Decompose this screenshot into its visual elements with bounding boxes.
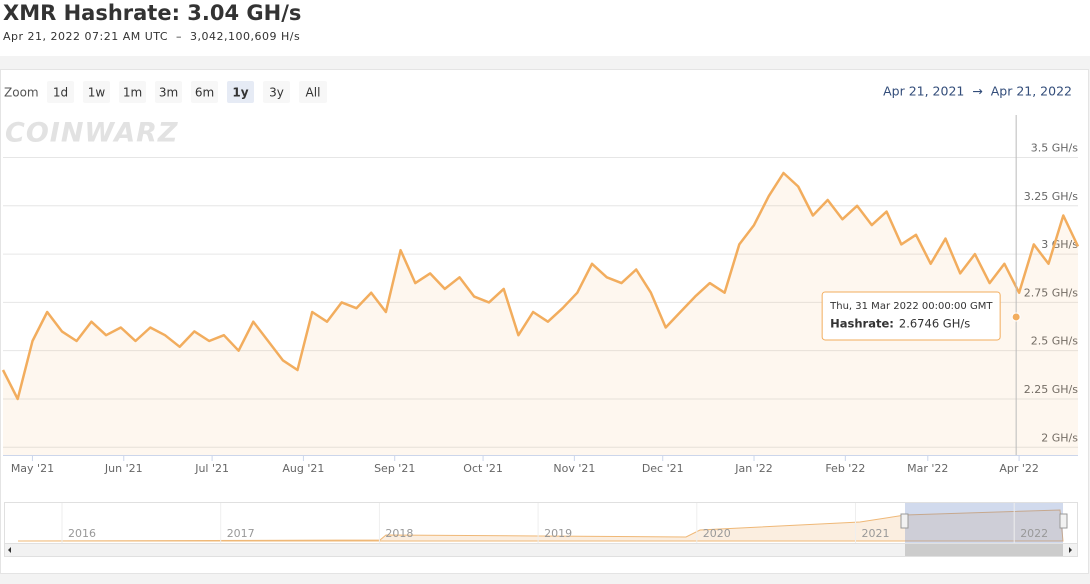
navigator-handle[interactable] — [1059, 513, 1068, 529]
zoom-button-label[interactable]: 1d — [53, 86, 68, 100]
header-bg — [0, 0, 1090, 56]
x-tick-label: Jan '22 — [734, 462, 772, 475]
area — [3, 173, 1078, 455]
zoom-button[interactable] — [263, 81, 290, 103]
zoom-button-label[interactable]: 6m — [195, 86, 214, 100]
line — [1, 171, 1080, 401]
scrollbar-thumb[interactable] — [905, 544, 1063, 556]
zoom-button[interactable] — [119, 81, 146, 103]
zoom-button[interactable] — [47, 81, 74, 103]
plot: 2 GH/s 2.25 GH/s 2.5 GH/s 2.75 GH/s 3 GH/s 3.… — [1, 142, 1080, 475]
x-tick-label: Aug '21 — [282, 462, 324, 475]
navigator-label: 2020 — [703, 527, 731, 540]
y-tick-label: 3.25 GH/s — [1024, 190, 1078, 203]
zoom-button-label[interactable]: 3y — [269, 86, 284, 100]
navigator-handle[interactable] — [900, 513, 909, 529]
navigator-label: 2019 — [544, 527, 572, 540]
zoom-label: Zoom — [4, 86, 39, 100]
navigator-selection[interactable] — [905, 503, 1063, 543]
x-tick-label: Dec '21 — [642, 462, 684, 475]
y-tick-label: 2.5 GH/s — [1031, 335, 1078, 348]
tooltip-date: Thu, 31 Mar 2022 00:00:00 GMT — [829, 301, 993, 312]
navigator-label: 2022 — [1020, 527, 1048, 540]
zoom-button-label[interactable]: 1w — [88, 86, 106, 100]
zoom-button-label[interactable]: 1m — [123, 86, 142, 100]
x-tick-label: Apr '22 — [999, 462, 1039, 475]
zoom-button-label[interactable]: All — [306, 86, 321, 100]
zoom-button[interactable] — [299, 81, 327, 103]
x-tick-label: Oct '21 — [463, 462, 503, 475]
y-tick-label: 2.25 GH/s — [1024, 383, 1078, 396]
x-tick-label: Feb '22 — [825, 462, 865, 475]
hover-marker — [1011, 312, 1021, 322]
scroll-left[interactable] — [8, 547, 11, 553]
zoom-button[interactable] — [155, 81, 182, 103]
tooltip-box — [821, 291, 1001, 341]
page-title: XMR Hashrate: 3.04 GH/s — [3, 1, 301, 25]
y-tick-label: 3.5 GH/s — [1031, 142, 1078, 155]
scroll-right[interactable] — [1069, 547, 1072, 553]
y-tick-label: 2.75 GH/s — [1024, 286, 1078, 299]
x-tick-label: Sep '21 — [374, 462, 415, 475]
x-tick-label: Jun '21 — [104, 462, 143, 475]
navigator-label: 2017 — [227, 527, 255, 540]
tooltip-layer: Thu, 31 Mar 2022 00:00:00 GMT Hashrate: 2.… — [821, 115, 1021, 455]
zoom-button[interactable] — [191, 81, 218, 103]
scrollbar[interactable] — [4, 543, 1078, 557]
zoom-buttons: 1d 1w 1m 3m 6m 1y 3y All — [47, 81, 327, 103]
x-tick-label: Jul '21 — [194, 462, 229, 475]
tooltip-value: 2.6746 GH/s — [899, 316, 970, 330]
tooltip-name: Hashrate: — [830, 316, 894, 330]
page-subtitle: Apr 21, 2022 07:21 AM UTC – 3,042,100,60… — [3, 30, 300, 43]
zoom-button[interactable] — [227, 81, 254, 103]
date-range: Apr 21, 2021 → Apr 21, 2022 — [883, 84, 1072, 99]
zoom-button-label[interactable]: 3m — [159, 86, 178, 100]
navigator-label: 2021 — [862, 527, 890, 540]
x-tick-label: Mar '22 — [907, 462, 948, 475]
zoom-button[interactable] — [83, 81, 110, 103]
zoom-button-label[interactable]: 1y — [232, 86, 248, 100]
y-tick-label: 2 GH/s — [1041, 431, 1078, 444]
x-tick-label: Nov '21 — [553, 462, 595, 475]
x-tick-label: May '21 — [11, 462, 54, 475]
watermark: COINWARZ — [5, 118, 179, 149]
navigator-label: 2018 — [385, 527, 413, 540]
navigator-label: 2016 — [68, 527, 96, 540]
navigator-labels: 2016 2017 2018 2019 2020 2021 2022 — [61, 503, 1048, 543]
y-tick-label: 3 GH/s — [1041, 238, 1078, 251]
